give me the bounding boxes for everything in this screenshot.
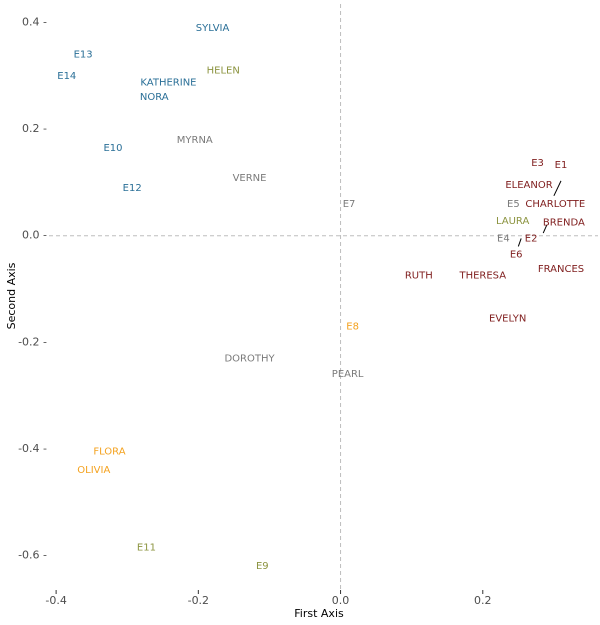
x-tick-label: -0.4	[45, 594, 66, 607]
y-tick-label: 0.4 -	[22, 16, 47, 29]
leader-lines	[517, 180, 562, 247]
y-tick-label: -0.6 -	[18, 548, 47, 561]
point-label-olivia: OLIVIA	[77, 465, 110, 476]
x-axis: -0.4 -0.2 0.0 0.2	[45, 590, 492, 607]
point-label-e6: E6	[510, 249, 523, 260]
x-tick-label: 0.0	[332, 594, 350, 607]
point-label-sylvia: SYLVIA	[196, 23, 230, 34]
point-label-e9: E9	[256, 561, 269, 572]
point-label-e8: E8	[346, 321, 359, 332]
x-axis-title: First Axis	[294, 607, 344, 620]
y-axis: 0.4 - 0.2 - 0.0 - -0.2 - -0.4 - -0.6 -	[18, 16, 47, 562]
point-label-e11: E11	[137, 542, 156, 553]
point-label-e13: E13	[74, 50, 93, 61]
point-label-e1: E1	[555, 160, 568, 171]
point-label-pearl: PEARL	[332, 369, 364, 380]
x-tick-label: 0.2	[474, 594, 492, 607]
y-axis-title: Second Axis	[5, 262, 18, 329]
point-label-flora: FLORA	[93, 446, 125, 457]
point-label-e12: E12	[123, 183, 142, 194]
y-tick-label: -0.2 -	[18, 335, 47, 348]
leader-line	[542, 224, 548, 234]
point-label-e10: E10	[103, 143, 122, 154]
point-label-e3: E3	[531, 158, 544, 169]
point-label-ruth: RUTH	[405, 271, 433, 282]
y-tick-label: -0.4 -	[18, 442, 47, 455]
reference-lines	[49, 4, 598, 590]
point-label-e2: E2	[525, 233, 538, 244]
point-labels: SYLVIA E13 HELEN E14 KATHERINE NORA MYRNA E10 VE…	[57, 23, 585, 572]
point-label-e5: E5	[507, 199, 520, 210]
point-label-frances: FRANCES	[538, 264, 584, 275]
point-label-e7: E7	[343, 199, 356, 210]
point-label-nora: NORA	[140, 92, 169, 103]
point-label-verne: VERNE	[233, 173, 267, 184]
leader-line	[517, 238, 522, 247]
point-label-eleanor: ELEANOR	[505, 180, 552, 191]
y-tick-label: 0.0 -	[22, 229, 47, 242]
leader-line	[553, 180, 562, 197]
point-label-evelyn: EVELYN	[489, 313, 526, 324]
point-label-brenda: BRENDA	[543, 217, 585, 228]
x-tick-label: -0.2	[188, 594, 209, 607]
point-label-theresa: THERESA	[458, 271, 506, 282]
point-label-myrna: MYRNA	[177, 135, 213, 146]
point-label-helen: HELEN	[207, 66, 240, 77]
point-label-katherine: KATHERINE	[140, 77, 196, 88]
point-label-e14: E14	[57, 71, 76, 82]
point-label-e4: E4	[497, 233, 510, 244]
point-label-charlotte: CHARLOTTE	[525, 199, 585, 210]
point-label-dorothy: DOROTHY	[224, 353, 275, 364]
y-tick-label: 0.2 -	[22, 122, 47, 135]
point-label-laura: LAURA	[496, 216, 530, 227]
